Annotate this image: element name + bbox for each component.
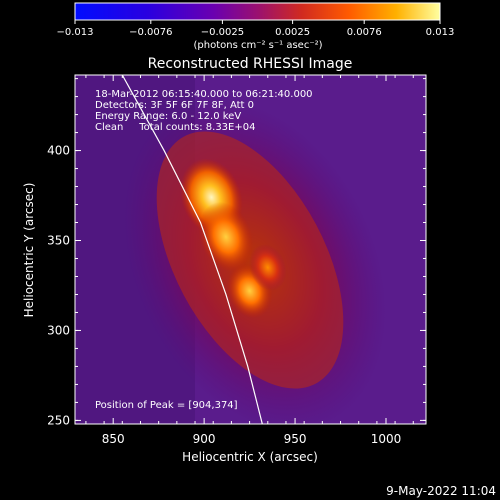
x-tick-label: 1000 — [371, 432, 402, 446]
annotation-energy-range: Energy Range: 6.0 - 12.0 keV — [95, 111, 241, 122]
x-tick-label: 900 — [193, 432, 216, 446]
colorbar-ticks: −0.013 −0.0076 −0.0025 0.0025 0.0076 0.013 — [56, 20, 454, 38]
axis-ticks: 850 900 950 1000 250 300 350 400 — [47, 75, 426, 446]
solar-limb-line — [121, 75, 263, 424]
annotation-time-range: 18-Mar-2012 06:15:40.000 to 06:21:40.000 — [95, 89, 313, 100]
colorbar-tick-label: 0.0076 — [347, 27, 382, 38]
colorbar-tick-label: 0.013 — [426, 27, 455, 38]
x-tick-label: 950 — [284, 432, 307, 446]
chart-title: Reconstructed RHESSI Image — [148, 56, 353, 72]
colorbar-tick-label: −0.0025 — [201, 27, 244, 38]
y-tick-label: 350 — [47, 234, 70, 248]
y-tick-label: 250 — [47, 413, 70, 427]
y-tick-label: 300 — [47, 323, 70, 337]
y-tick-label: 400 — [47, 144, 70, 158]
annotation-detectors: Detectors: 3F 5F 6F 7F 8F, Att 0 — [95, 100, 254, 111]
annotation-method: Clean Total counts: 8.33E+04 — [95, 122, 255, 133]
colorbar-tick-label: 0.0025 — [275, 27, 310, 38]
y-axis-label: Heliocentric Y (arcsec) — [22, 183, 36, 318]
emission-source — [248, 244, 287, 291]
plot-frame — [74, 74, 427, 425]
x-tick-label: 850 — [102, 432, 125, 446]
annotation-peak: Position of Peak = [904,374] — [95, 400, 238, 411]
colorbar-tick-label: −0.0076 — [129, 27, 172, 38]
footer-timestamp: 9-May-2022 11:04 — [386, 484, 496, 498]
colorbar — [74, 2, 441, 21]
colorbar-tick-label: −0.013 — [56, 27, 93, 38]
image-area — [75, 75, 426, 424]
colorbar-unit-label: (photons cm⁻² s⁻¹ asec⁻²) — [193, 40, 322, 51]
x-axis-label: Heliocentric X (arcsec) — [182, 450, 318, 464]
